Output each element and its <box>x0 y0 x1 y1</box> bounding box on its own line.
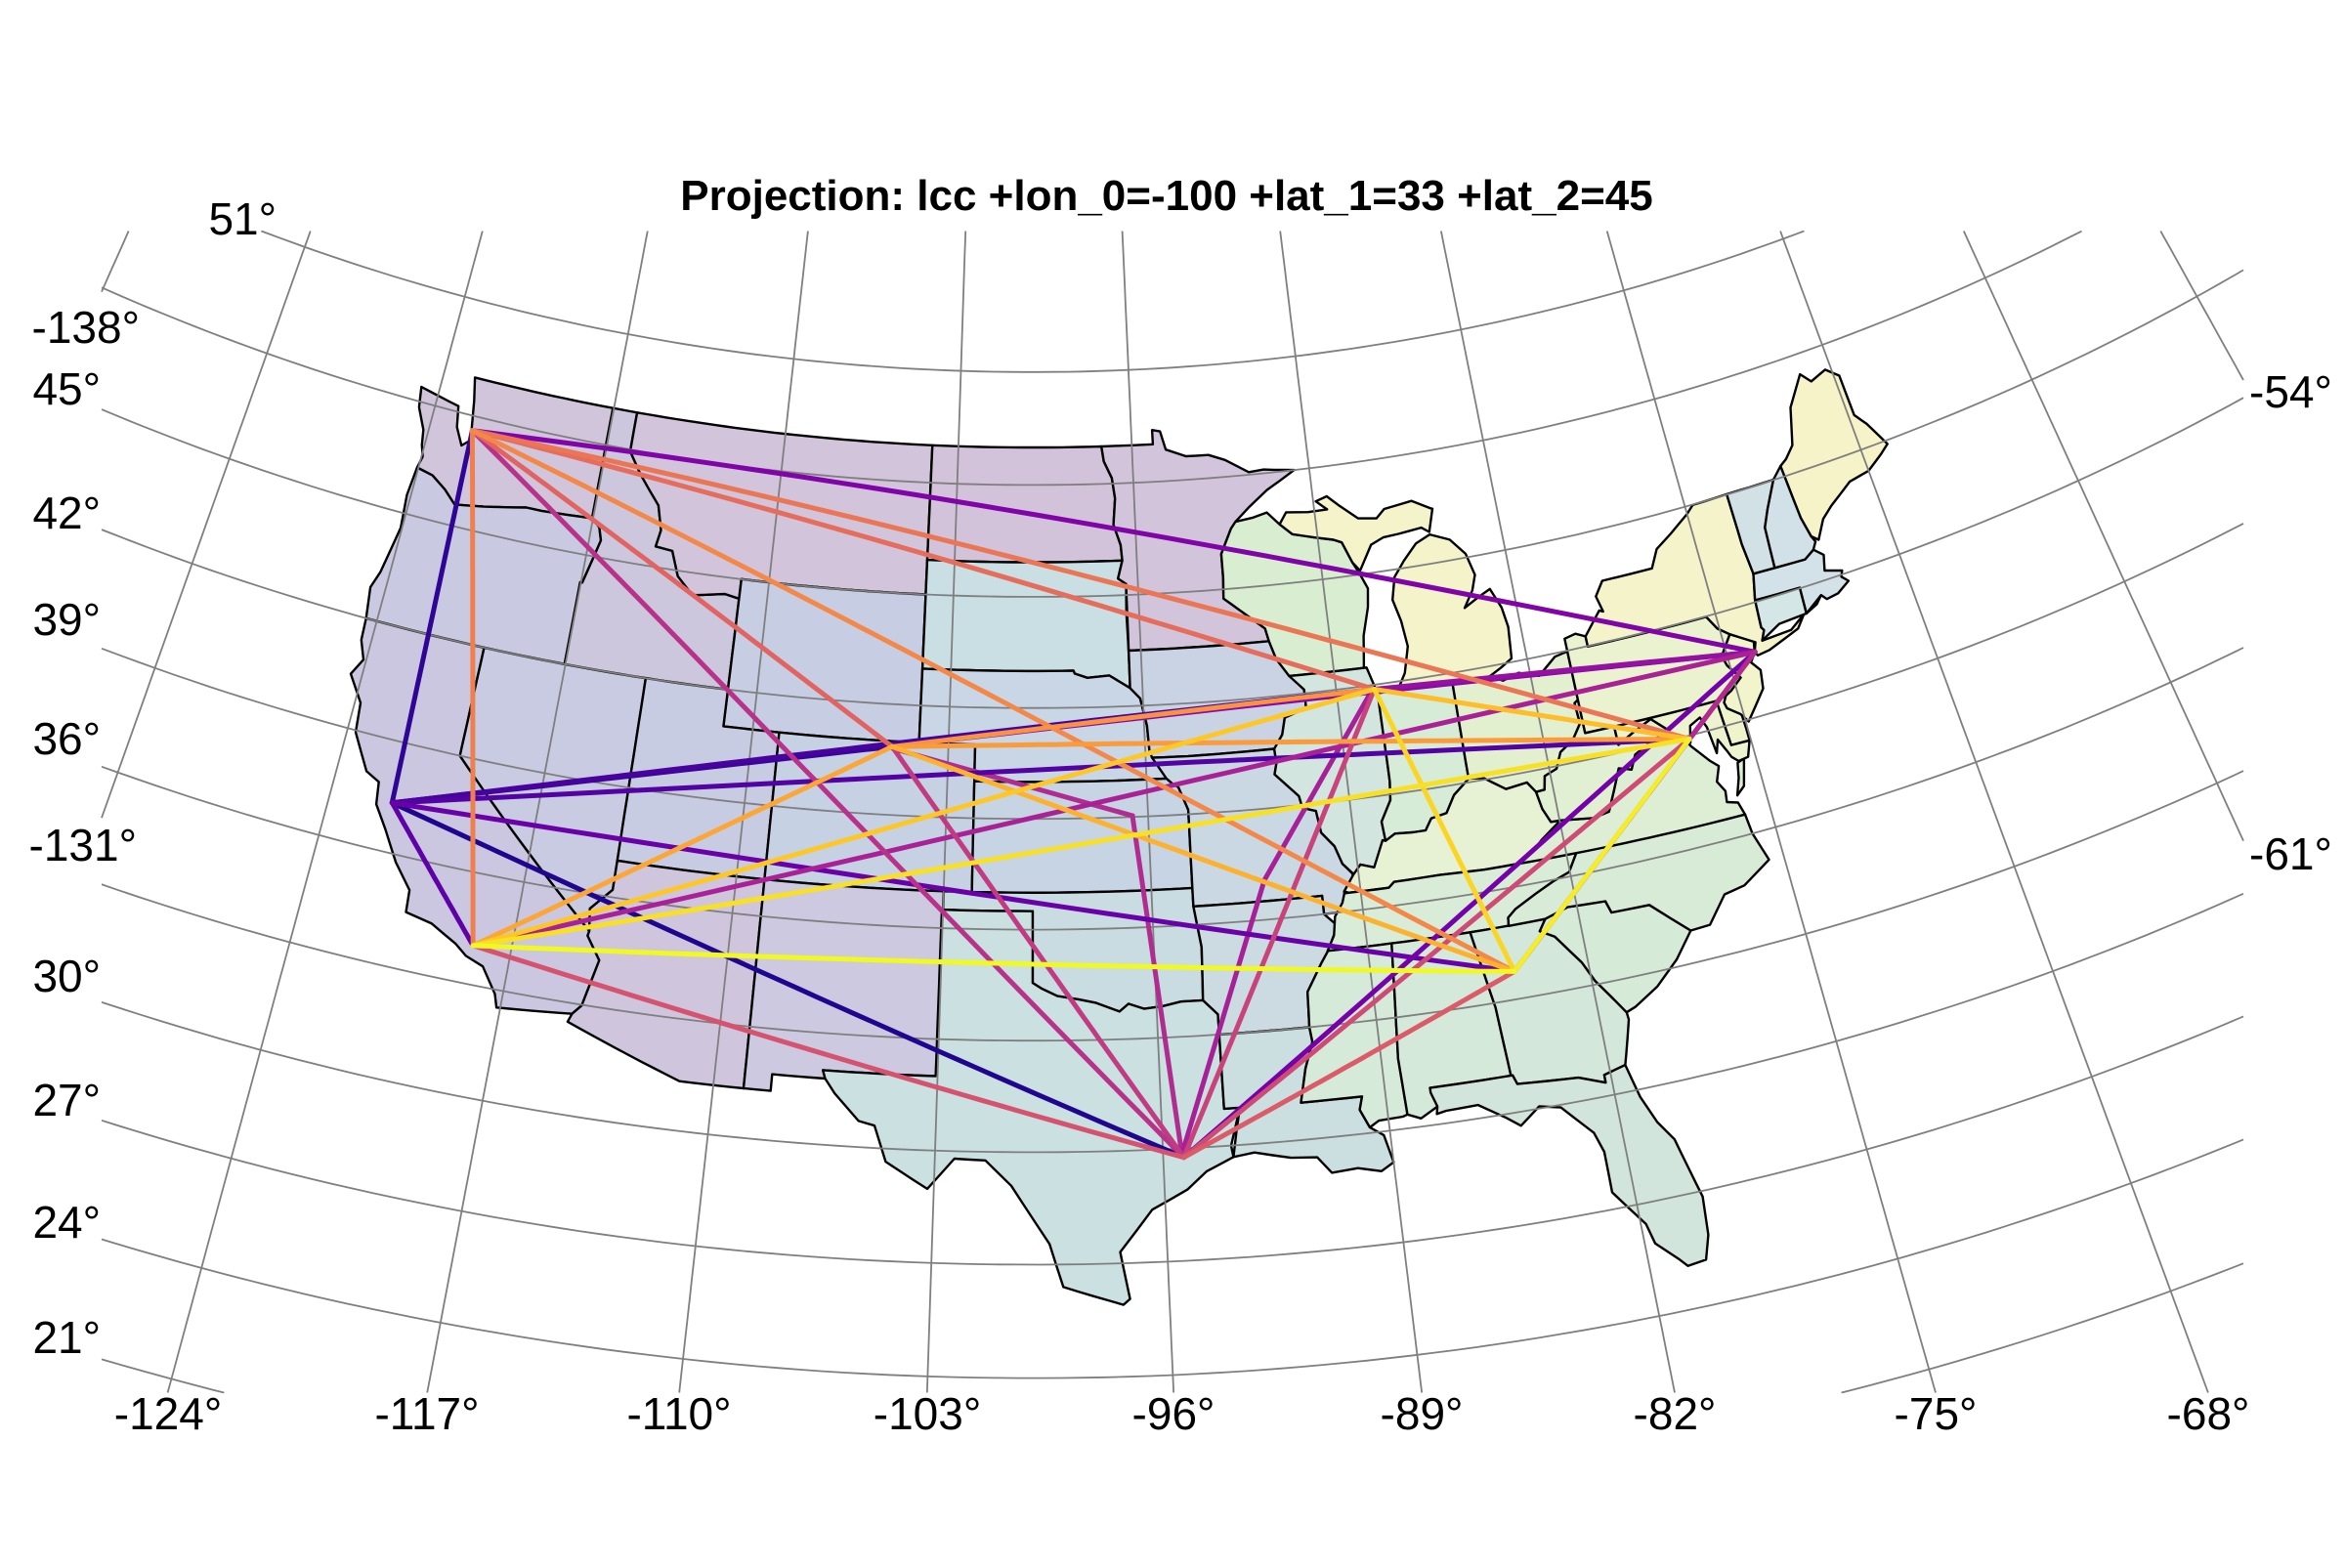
svg-text:24°: 24° <box>32 1197 101 1248</box>
svg-text:36°: 36° <box>32 713 101 764</box>
svg-text:-117°: -117° <box>374 1388 479 1439</box>
svg-text:45°: 45° <box>32 363 101 414</box>
svg-text:-54°: -54° <box>2249 366 2332 417</box>
svg-text:-138°: -138° <box>32 302 140 353</box>
svg-text:21°: 21° <box>32 1312 101 1363</box>
svg-text:-103°: -103° <box>874 1388 981 1439</box>
svg-text:42°: 42° <box>32 487 101 538</box>
svg-text:-68°: -68° <box>2167 1388 2250 1439</box>
svg-text:51°: 51° <box>208 193 277 244</box>
svg-text:30°: 30° <box>32 951 101 1001</box>
svg-text:-75°: -75° <box>1895 1388 1978 1439</box>
svg-text:-124°: -124° <box>114 1388 222 1439</box>
svg-text:39°: 39° <box>32 594 101 645</box>
svg-text:-131°: -131° <box>29 820 137 870</box>
svg-text:-61°: -61° <box>2249 828 2332 879</box>
svg-text:-96°: -96° <box>1132 1388 1215 1439</box>
svg-text:27°: 27° <box>32 1075 101 1125</box>
svg-text:-89°: -89° <box>1381 1388 1464 1439</box>
svg-text:-110°: -110° <box>626 1388 731 1439</box>
svg-text:-82°: -82° <box>1634 1388 1717 1439</box>
svg-text:Projection: lcc +lon_0=-100 +l: Projection: lcc +lon_0=-100 +lat_1=33 +l… <box>680 172 1652 220</box>
